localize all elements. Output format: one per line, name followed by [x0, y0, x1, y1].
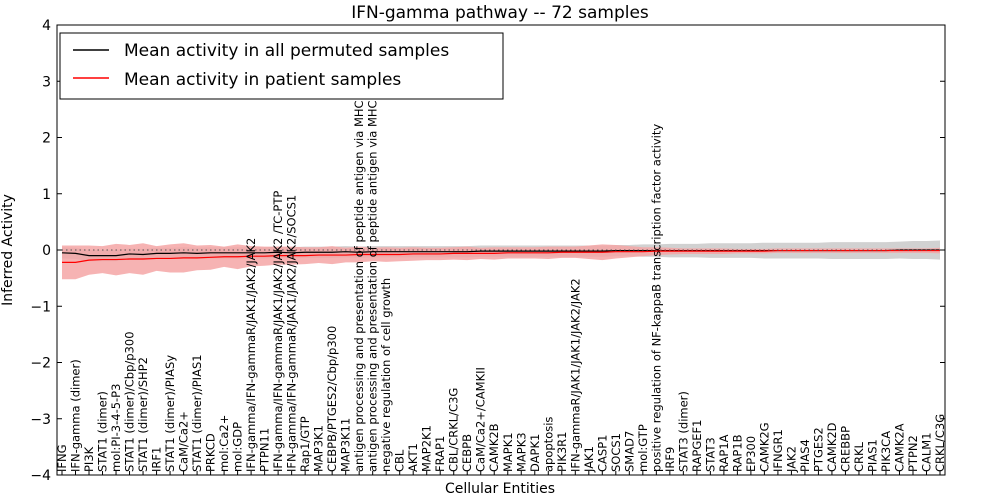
category-label: IRF9 [663, 447, 677, 472]
y-tick-label: −3 [30, 412, 51, 428]
category-label: SMAD7 [622, 431, 636, 472]
category-label: antigen processing and presentation of p… [352, 61, 366, 472]
y-tick-label: −1 [30, 299, 51, 315]
category-label: antigen processing and presentation of p… [366, 58, 380, 472]
category-label: IFN-gamma/IFN-gammaR/JAK1/JAK2/JAK2 [244, 238, 258, 472]
category-label: CaM/Ca2+ [177, 411, 191, 472]
category-label: FRAP1 [433, 436, 447, 472]
category-label: IRF1 [150, 447, 164, 472]
category-label: apoptosis [541, 417, 555, 472]
category-label: IFN-gammaR/JAK1/JAK1/JAK2/JAK2 [568, 278, 582, 472]
category-label: CALM1 [919, 432, 933, 472]
category-label: CEBPB [460, 434, 474, 472]
category-label: mol:GTP [636, 424, 650, 472]
y-tick-label: 0 [42, 243, 51, 259]
legend-label-permuted: Mean activity in all permuted samples [124, 41, 449, 61]
category-label: RAP1A [717, 434, 731, 472]
y-tick-label: 4 [42, 18, 51, 34]
category-label: PIK3CA [879, 431, 893, 472]
category-label: CRKL [852, 441, 866, 472]
category-label: CASP1 [595, 435, 609, 472]
x-axis-title: Cellular Entities [445, 481, 555, 497]
category-label: MAPK1 [501, 432, 515, 472]
category-label: MAPK3 [514, 432, 528, 472]
category-label: CAMK2A [892, 423, 906, 472]
category-label: PIAS1 [865, 439, 879, 472]
category-label: JAK2 [784, 446, 798, 473]
category-label: CEBPB/PTGES2/Cbp/p300 [325, 326, 339, 472]
legend-box [59, 32, 504, 100]
category-label: mol:Ca2+ [217, 415, 231, 472]
category-label: AKT1 [406, 443, 420, 472]
y-axis: −4 −3 −2 −1 0 1 2 3 4 [30, 18, 945, 484]
series-lines [61, 249, 940, 263]
category-label: CaM/Ca2+/CAMKII [474, 367, 488, 472]
category-label: PIK3R1 [555, 432, 569, 473]
category-label: MAP2K1 [420, 425, 434, 472]
category-label: mol:PI-3-4-5-P3 [109, 384, 123, 472]
category-label: CBL/CRKL/C3G [447, 388, 461, 472]
category-label: Rap1/GTP [298, 416, 312, 472]
category-label: JAK1 [582, 446, 596, 473]
category-label: STAT1 (dimer)/PIAS1 [190, 354, 204, 472]
category-label: IFN-gamma/IFN-gammaR/JAK1/JAK2/JAK2/SOCS… [285, 195, 299, 472]
x-axis [61, 471, 941, 475]
category-label: STAT1 (dimer) [96, 391, 110, 472]
category-label: RAP1B [730, 434, 744, 472]
category-label: RAPGEF1 [690, 420, 704, 472]
category-label: STAT1 (dimer)/PIASy [163, 355, 177, 472]
y-tick-label: 3 [42, 74, 51, 90]
category-label: PRKCD [204, 433, 218, 472]
category-label: MAP3K1 [312, 425, 326, 472]
category-label: CAMK2D [825, 422, 839, 472]
category-label: negative regulation of cell growth [379, 278, 393, 472]
category-label: IFN-gamma (dimer) [69, 359, 83, 472]
category-label: CAMK2B [487, 423, 501, 472]
series-line-patient [62, 249, 940, 263]
category-label: STAT3 [703, 437, 717, 472]
category-labels: IFNG IFN-gamma (dimer) PI3K STAT1 (dimer) mo… [55, 58, 947, 473]
category-label: positive regulation of NF-kappaB transcr… [649, 124, 663, 472]
category-label: IFNG [55, 444, 69, 472]
y-tick-label: 2 [42, 131, 51, 147]
category-label: STAT1 (dimer)/SHP2 [136, 357, 150, 472]
category-label: PTGES2 [811, 427, 825, 472]
category-label: PI3K [82, 446, 96, 472]
category-label: SOCS1 [609, 433, 623, 472]
category-label: IFN-gamma/IFN-gammaR/JAK1/JAK2/JAK2 /TC-… [271, 191, 285, 472]
category-label: DAPK1 [528, 434, 542, 472]
y-tick-label: −2 [30, 356, 51, 372]
chart-title: IFN-gamma pathway -- 72 samples [351, 3, 649, 23]
category-label: PTPN11 [258, 428, 272, 472]
y-tick-label: −4 [30, 468, 51, 484]
category-label: CAMK2G [757, 422, 771, 472]
legend-label-patient: Mean activity in patient samples [124, 70, 401, 90]
category-label: CREBBP [838, 426, 852, 472]
category-label: CBL [393, 449, 407, 472]
category-label: PTPN2 [906, 435, 920, 472]
category-label: MAP3K11 [339, 418, 353, 472]
category-label: PIAS4 [798, 439, 812, 472]
y-axis-title: Inferred Activity [0, 194, 16, 306]
category-label: CRKL/C3G [933, 414, 947, 472]
category-label: mol:GDP [231, 422, 245, 472]
category-label: STAT3 (dimer) [676, 391, 690, 472]
y-tick-label: 1 [42, 187, 51, 203]
category-label: EP300 [744, 436, 758, 472]
legend: Mean activity in all permuted samples Me… [59, 32, 504, 100]
category-label: STAT1 (dimer)/Cbp/p300 [123, 331, 137, 472]
category-label: IFNGR1 [771, 429, 785, 472]
